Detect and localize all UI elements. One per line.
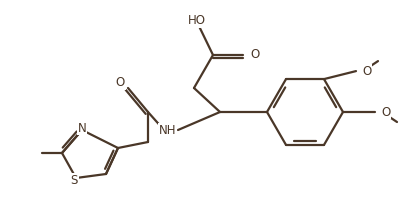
Text: NH: NH <box>158 123 176 136</box>
Text: O: O <box>362 65 371 78</box>
Text: N: N <box>78 122 86 135</box>
Text: HO: HO <box>188 15 206 28</box>
Text: O: O <box>381 105 390 118</box>
Text: O: O <box>116 77 125 89</box>
Text: O: O <box>250 49 259 61</box>
Text: S: S <box>70 174 78 186</box>
